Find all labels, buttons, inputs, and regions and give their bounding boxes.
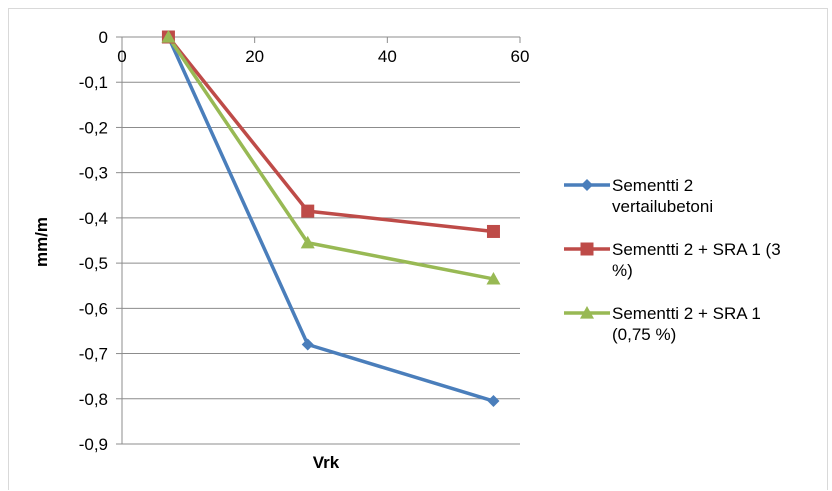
series-lines (166, 35, 494, 403)
series-markers (161, 30, 501, 408)
data-point-diamond (581, 179, 593, 191)
legend-label: Sementti 2 + SRA 1 (612, 304, 761, 323)
data-point-square (301, 204, 315, 218)
x-tick-label: 20 (245, 47, 264, 66)
data-point-diamond (487, 395, 500, 408)
tick-labels: 0 -0,1 -0,2 -0,3 -0,4 -0,5 -0,6 -0,7 -0,8 -0,9 0 20… (79, 28, 530, 454)
legend-label: Sementti 2 + SRA 1 (3 (612, 240, 781, 259)
y-tick-label: -0,1 (79, 73, 108, 92)
x-tick-label: 40 (378, 47, 397, 66)
data-point-square (580, 242, 594, 256)
y-tick-label: -0,6 (79, 299, 108, 318)
y-tick-label: -0,2 (79, 118, 108, 137)
y-axis-title: mm/m (32, 217, 51, 267)
x-tick-label: 60 (511, 47, 530, 66)
data-point-square (486, 224, 500, 238)
legend-label: %) (612, 261, 633, 280)
data-point-diamond (301, 338, 314, 351)
series-line (166, 36, 494, 403)
series-line (166, 36, 494, 281)
y-tick-label: -0,8 (79, 390, 108, 409)
data-point-triangle (300, 235, 315, 249)
legend-label: vertailubetoni (612, 197, 713, 216)
x-axis-title: Vrk (313, 453, 340, 472)
y-tick-label: -0,4 (79, 209, 108, 228)
x-tick-label: 0 (117, 47, 126, 66)
axes (116, 36, 521, 445)
y-tick-label: -0,9 (79, 435, 108, 454)
chart-frame (8, 8, 828, 490)
y-tick-label: 0 (99, 28, 108, 47)
legend-label: (0,75 %) (612, 325, 676, 344)
series-line (167, 35, 494, 234)
data-point-triangle (161, 30, 176, 43)
y-tick-label: -0,7 (79, 345, 108, 364)
legend: Sementti 2 vertailubetoni Sementti 2 + SRA… (564, 176, 781, 344)
data-point-triangle (486, 271, 501, 285)
data-point-triangle (580, 306, 594, 319)
legend-label: Sementti 2 (612, 176, 693, 195)
y-tick-label: -0,5 (79, 254, 108, 273)
y-tick-label: -0,3 (79, 164, 108, 183)
